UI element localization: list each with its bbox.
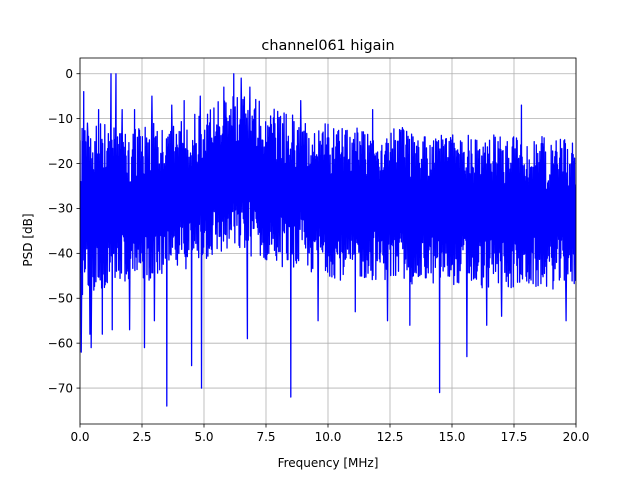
x-tick-label-0: 0.0 [70,430,89,444]
plot-area [80,73,576,407]
y-tick-label-7: −70 [48,381,73,395]
y-tick-label-0: 0 [65,67,73,81]
y-tick-label-2: −20 [48,157,73,171]
y-axis-label: PSD [dB] [21,213,35,266]
x-axis-label: Frequency [MHz] [278,456,379,470]
y-tick-label-5: −50 [48,292,73,306]
x-tick-label-3: 7.5 [256,430,275,444]
x-tick-label-7: 17.5 [501,430,528,444]
x-tick-label-8: 20.0 [563,430,590,444]
x-tick-label-1: 2.5 [132,430,151,444]
y-tick-label-6: −60 [48,336,73,350]
psd-series-line [80,73,576,407]
y-tick-label-1: −10 [48,112,73,126]
chart-title: channel061 higain [261,38,394,54]
y-tick-label-3: −30 [48,202,73,216]
x-tick-label-6: 15.0 [439,430,466,444]
axes: 0.0 2.5 5.0 7.5 10.0 12.5 15.0 17.5 20.0 0 −10 −20 −… [48,57,590,444]
x-tick-label-4: 10.0 [315,430,342,444]
x-tick-label-2: 5.0 [194,430,213,444]
y-tick-label-4: −40 [48,247,73,261]
x-tick-label-5: 12.5 [377,430,404,444]
